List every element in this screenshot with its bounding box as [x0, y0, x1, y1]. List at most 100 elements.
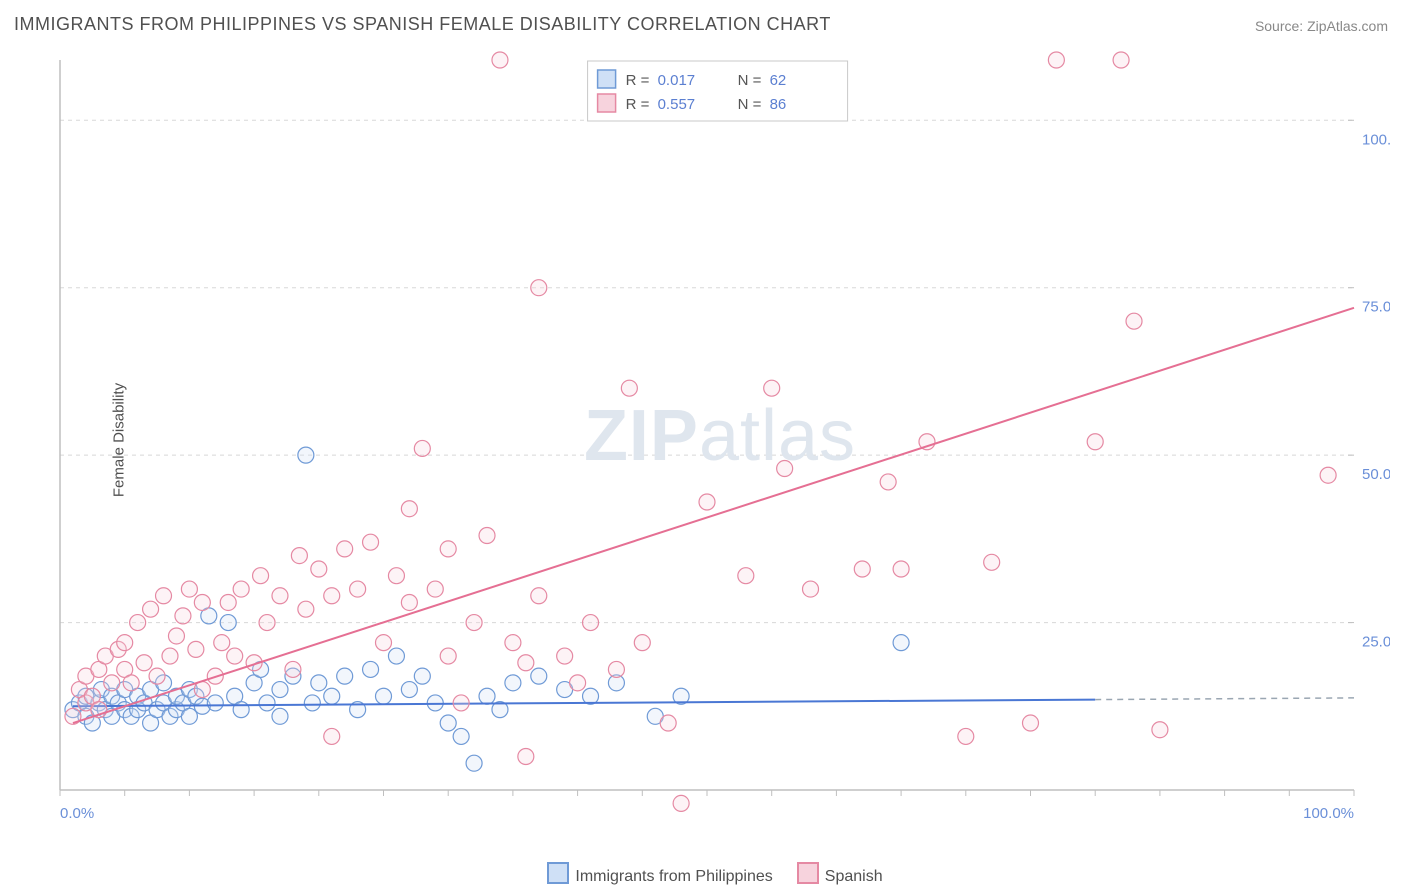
series-spanish	[65, 52, 1336, 811]
trend-extension-philippines	[1095, 698, 1354, 700]
trend-line-spanish	[73, 308, 1354, 723]
data-point	[162, 648, 178, 664]
data-point	[311, 561, 327, 577]
data-point	[388, 648, 404, 664]
data-point	[505, 635, 521, 651]
svg-text:86: 86	[770, 96, 787, 113]
legend-swatch	[797, 862, 819, 884]
data-point	[984, 554, 1000, 570]
data-point	[699, 494, 715, 510]
data-point	[337, 541, 353, 557]
svg-text:N =: N =	[738, 96, 762, 113]
data-point	[363, 534, 379, 550]
data-point	[453, 728, 469, 744]
data-point	[673, 795, 689, 811]
data-point	[220, 615, 236, 631]
legend-label: Spanish	[825, 868, 883, 885]
data-point	[272, 708, 288, 724]
data-point	[324, 728, 340, 744]
y-tick-label: 75.0%	[1362, 299, 1390, 316]
data-point	[764, 380, 780, 396]
data-point	[285, 661, 301, 677]
data-point	[181, 581, 197, 597]
data-point	[259, 695, 275, 711]
data-point	[414, 668, 430, 684]
y-tick-label: 100.0%	[1362, 131, 1390, 148]
data-point	[227, 648, 243, 664]
svg-text:62: 62	[770, 72, 787, 89]
data-point	[298, 601, 314, 617]
data-point	[803, 581, 819, 597]
source-label: Source:	[1255, 18, 1307, 34]
data-point	[492, 52, 508, 68]
data-point	[518, 749, 534, 765]
data-point	[453, 695, 469, 711]
data-point	[583, 688, 599, 704]
data-point	[401, 682, 417, 698]
data-point	[880, 474, 896, 490]
svg-text:0.557: 0.557	[658, 96, 696, 113]
data-point	[958, 728, 974, 744]
legend-swatch	[598, 70, 616, 88]
y-tick-label: 25.0%	[1362, 634, 1390, 651]
data-point	[621, 380, 637, 396]
data-point	[136, 655, 152, 671]
data-point	[1048, 52, 1064, 68]
data-point	[175, 608, 191, 624]
data-point	[440, 541, 456, 557]
data-point	[479, 688, 495, 704]
legend-bottom: Immigrants from Philippines Spanish	[0, 862, 1406, 886]
svg-text:R =: R =	[626, 96, 650, 113]
data-point	[324, 588, 340, 604]
data-point	[466, 615, 482, 631]
svg-text:0.017: 0.017	[658, 72, 696, 89]
x-tick-label: 0.0%	[60, 805, 94, 822]
data-point	[149, 668, 165, 684]
data-point	[440, 648, 456, 664]
data-point	[233, 581, 249, 597]
chart-title: IMMIGRANTS FROM PHILIPPINES VS SPANISH F…	[14, 14, 831, 35]
data-point	[466, 755, 482, 771]
data-point	[1023, 715, 1039, 731]
source-link[interactable]: ZipAtlas.com	[1307, 18, 1388, 34]
data-point	[531, 668, 547, 684]
data-point	[518, 655, 534, 671]
data-point	[1113, 52, 1129, 68]
data-point	[298, 447, 314, 463]
data-point	[376, 688, 392, 704]
data-point	[168, 628, 184, 644]
series-philippines	[65, 447, 909, 771]
data-point	[401, 501, 417, 517]
data-point	[1126, 313, 1142, 329]
x-tick-label: 100.0%	[1303, 805, 1354, 822]
data-point	[259, 615, 275, 631]
data-point	[363, 661, 379, 677]
data-point	[531, 588, 547, 604]
data-point	[233, 702, 249, 718]
svg-text:R =: R =	[626, 72, 650, 89]
svg-text:N =: N =	[738, 72, 762, 89]
data-point	[1087, 434, 1103, 450]
data-point	[893, 561, 909, 577]
data-point	[291, 548, 307, 564]
legend-swatch	[598, 94, 616, 112]
data-point	[337, 668, 353, 684]
data-point	[854, 561, 870, 577]
legend-label: Immigrants from Philippines	[575, 868, 772, 885]
plot-area: Female Disability ZIPatlas 25.0%50.0%75.…	[50, 50, 1390, 830]
data-point	[738, 568, 754, 584]
data-point	[104, 675, 120, 691]
data-point	[220, 594, 236, 610]
data-point	[557, 648, 573, 664]
data-point	[893, 635, 909, 651]
scatter-plot: 25.0%50.0%75.0%100.0%0.0%100.0%R = 0.017…	[50, 50, 1390, 830]
data-point	[188, 641, 204, 657]
data-point	[660, 715, 676, 731]
data-point	[143, 601, 159, 617]
data-point	[479, 528, 495, 544]
data-point	[1152, 722, 1168, 738]
data-point	[304, 695, 320, 711]
data-point	[388, 568, 404, 584]
data-point	[608, 661, 624, 677]
data-point	[1320, 467, 1336, 483]
